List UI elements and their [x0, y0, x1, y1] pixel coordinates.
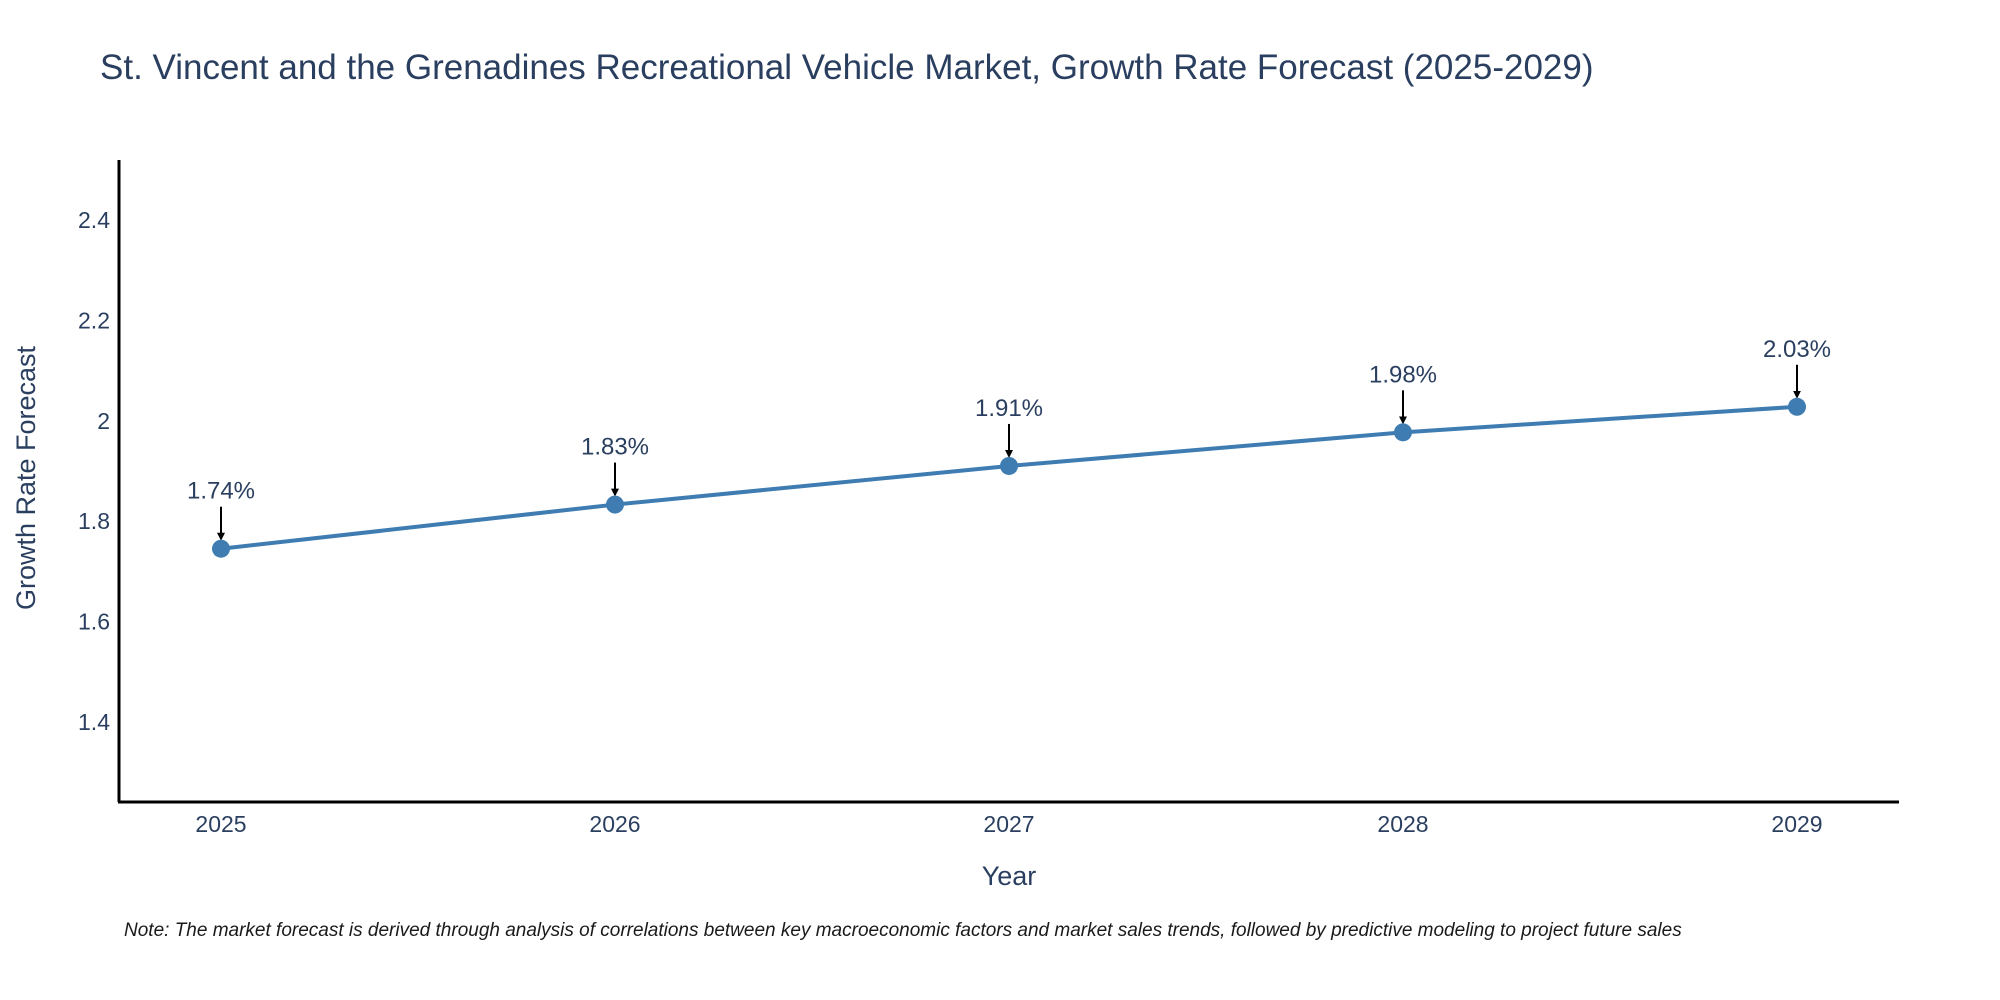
chart-note: Note: The market forecast is derived thr…: [124, 920, 1682, 941]
y-tick-label: 2.4: [78, 207, 110, 233]
x-tick-label: 2026: [589, 811, 640, 837]
data-label: 1.91%: [975, 395, 1043, 422]
x-tick-label: 2027: [983, 811, 1034, 837]
data-point: [606, 495, 624, 514]
y-tick-label: 2.2: [78, 308, 110, 334]
data-point: [1788, 397, 1806, 416]
y-axis-title: Growth Rate Forecast: [11, 345, 41, 610]
y-tick-label: 2: [97, 408, 110, 434]
y-tick-label: 1.4: [78, 709, 110, 735]
chart-title: St. Vincent and the Grenadines Recreatio…: [100, 48, 1594, 87]
data-label: 1.74%: [187, 478, 255, 505]
x-axis-title: Year: [982, 861, 1037, 891]
x-tick-label: 2029: [1771, 811, 1822, 837]
data-point: [1000, 456, 1018, 475]
data-point: [212, 539, 230, 558]
data-point: [1394, 423, 1412, 442]
y-tick-label: 1.6: [78, 608, 110, 634]
x-tick-label: 2028: [1377, 811, 1428, 837]
data-label: 2.03%: [1763, 336, 1831, 363]
x-tick-label: 2025: [195, 811, 246, 837]
y-tick-label: 1.8: [78, 508, 110, 534]
data-label: 1.98%: [1369, 361, 1437, 388]
data-label: 1.83%: [581, 434, 649, 461]
